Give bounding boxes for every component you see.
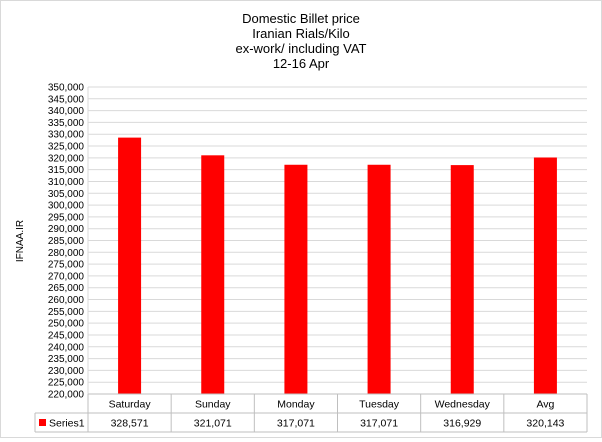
y-tick-label: 350,000: [48, 83, 85, 94]
x-tick-label: Wednesday: [435, 399, 491, 411]
y-tick-label: 255,000: [48, 307, 85, 318]
y-tick-label: 285,000: [48, 236, 85, 247]
y-tick-label: 330,000: [48, 130, 85, 141]
y-tick-label: 260,000: [48, 295, 85, 306]
x-tick-label: Avg: [536, 399, 554, 411]
x-tick-label: Sunday: [195, 399, 231, 411]
data-label: 328,571: [111, 418, 149, 430]
bar-avg: [533, 157, 557, 394]
data-label: 317,071: [277, 418, 315, 430]
y-tick-label: 305,000: [48, 189, 85, 200]
legend-swatch: [39, 419, 46, 426]
y-tick-label: 320,000: [48, 153, 85, 164]
y-tick-label: 340,000: [48, 106, 85, 117]
y-tick-label: 300,000: [48, 201, 85, 212]
y-tick-label: 265,000: [48, 283, 85, 294]
title-line-2: Iranian Rials/Kilo: [252, 26, 350, 41]
y-tick-label: 245,000: [48, 330, 85, 341]
bar-wednesday: [450, 165, 474, 394]
bar-tuesday: [367, 164, 391, 394]
y-tick-label: 275,000: [48, 260, 85, 271]
data-label: 321,071: [194, 418, 232, 430]
gridlines: [87, 86, 587, 395]
y-tick-label: 235,000: [48, 354, 85, 365]
title-line-3: ex-work/ including VAT: [235, 41, 366, 56]
y-axis-label: IFNAA.IR: [15, 220, 26, 262]
y-tick-label: 325,000: [48, 142, 85, 153]
title-line-1: Domestic Billet price: [242, 11, 360, 26]
y-tick-label: 280,000: [48, 248, 85, 259]
x-tick-label: Saturday: [109, 399, 152, 411]
y-axis-ticks: 220,000225,000230,000235,000240,000245,0…: [48, 83, 85, 401]
data-table: Saturday Sunday Monday Tuesday Wednesday Avg S…: [34, 393, 588, 433]
legend-label: Series1: [49, 418, 85, 430]
y-tick-label: 315,000: [48, 165, 85, 176]
bar-sunday: [201, 155, 225, 394]
y-tick-label: 290,000: [48, 224, 85, 235]
y-tick-label: 230,000: [48, 366, 85, 377]
data-label: 316,929: [443, 418, 481, 430]
y-tick-label: 220,000: [48, 390, 85, 401]
y-tick-label: 240,000: [48, 342, 85, 353]
y-tick-label: 250,000: [48, 319, 85, 330]
data-label: 317,071: [360, 418, 398, 430]
y-tick-label: 225,000: [48, 378, 85, 389]
data-label: 320,143: [526, 418, 564, 430]
chart-title: Domestic Billet price Iranian Rials/Kilo…: [235, 11, 366, 71]
y-tick-label: 270,000: [48, 271, 85, 282]
bar-saturday: [118, 137, 142, 394]
y-tick-label: 295,000: [48, 212, 85, 223]
x-tick-label: Tuesday: [359, 399, 400, 411]
y-tick-label: 335,000: [48, 118, 85, 129]
y-tick-label: 345,000: [48, 94, 85, 105]
title-line-4: 12-16 Apr: [273, 56, 330, 71]
bar-monday: [284, 164, 308, 394]
y-tick-label: 310,000: [48, 177, 85, 188]
x-tick-label: Monday: [277, 399, 315, 411]
bars: [118, 137, 557, 394]
